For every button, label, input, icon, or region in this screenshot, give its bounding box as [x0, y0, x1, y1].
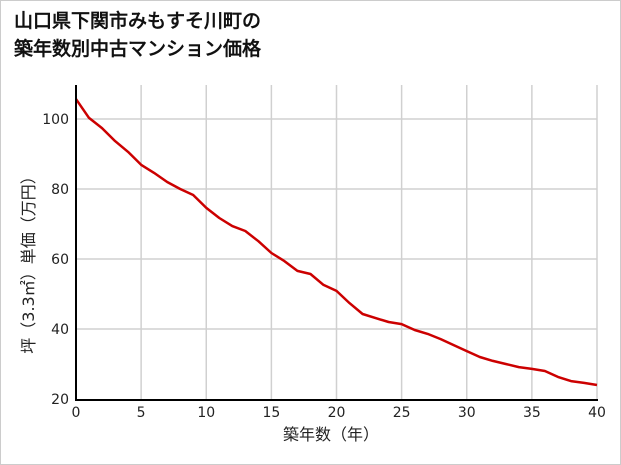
chart-title-line-2: 築年数別中古マンション価格 — [14, 38, 262, 60]
x-tick-label: 30 — [458, 405, 476, 421]
chart-title: 山口県下関市みもすそ川町の 築年数別中古マンション価格 — [14, 7, 261, 63]
x-axis-label: 築年数（年） — [283, 425, 379, 444]
y-tick-label: 40 — [51, 322, 69, 338]
x-tick-label: 10 — [197, 405, 215, 421]
x-tick-label: 40 — [588, 405, 606, 421]
chart-title-line-1: 山口県下関市みもすそ川町の — [14, 10, 262, 32]
x-tick-label: 25 — [393, 405, 411, 421]
x-tick-label: 15 — [262, 405, 280, 421]
series-line — [74, 98, 598, 387]
x-tick-label: 5 — [137, 405, 146, 421]
x-tick-label: 0 — [72, 405, 81, 421]
y-tick-label: 60 — [51, 252, 69, 268]
y-tick-label: 80 — [51, 182, 69, 198]
y-tick-label: 20 — [51, 392, 69, 408]
y-tick-label: 100 — [42, 112, 69, 128]
y-axis-label: 坪（3.3㎡）単価（万円） — [19, 168, 38, 353]
x-tick-label: 20 — [328, 405, 346, 421]
x-tick-label: 35 — [523, 405, 541, 421]
